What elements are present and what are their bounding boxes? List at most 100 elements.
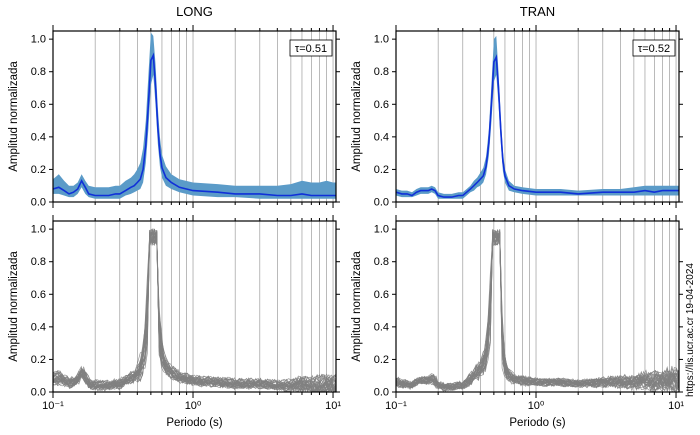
spectral-curve [53,228,336,386]
spectral-curve [53,229,336,387]
spectral-curve [53,231,336,391]
spectral-curve [396,229,679,389]
watermark-label: https://lis.ucr.ac.cr 19-04-2024 [685,263,696,397]
spectral-curve [396,233,679,389]
panel-tran-mean: 0.0 0.2 0.4 0.6 0.8 1.0 TRAN Amplitud normaliza… [351,4,683,209]
y-axis-label: Amplitud normalizada [8,61,20,172]
spectral-curve [53,233,336,386]
spectral-curve [396,235,679,387]
mean-line [396,54,679,198]
y-tick-label: 0.6 [374,289,389,301]
spectral-curve [53,230,336,392]
panel-tran-all: 0.0 0.2 0.4 0.6 0.8 1.0 10⁻¹ 10⁰ 10¹ Amplitud nor… [351,215,684,429]
spectral-curve [396,234,679,388]
spectral-curve [396,232,679,392]
spectral-curve [53,229,336,392]
y-tick-label: 0.6 [374,99,389,111]
spectral-curve [53,229,336,389]
spectral-curve [396,230,679,390]
spectral-curve [53,231,336,389]
spectral-curve [53,229,336,392]
spectral-curve [396,229,679,387]
spectral-curve [396,229,679,392]
spectral-curve [53,229,336,387]
y-axis-label: Amplitud normalizada [351,251,363,362]
x-tick-label: 10⁰ [528,400,545,412]
spectral-curve [53,229,336,386]
spectral-curve [396,229,679,392]
spectral-curve [396,232,679,387]
spectral-curve [53,230,336,390]
spectral-curve [396,234,679,391]
y-tick-label: 0.6 [31,289,46,301]
spectral-curve [53,232,336,387]
spectral-curve [53,232,336,392]
y-tick-label: 0.8 [31,256,46,268]
spectral-curve [396,229,679,390]
x-axis-label: Periodo (s) [509,417,565,429]
plot-area [396,35,679,199]
y-tick-label: 0.8 [374,66,389,78]
panel-long-mean: 0.0 0.2 0.4 0.6 0.8 1.0 LONG Amplitud normaliza… [8,4,340,209]
y-axis-label: Amplitud normalizada [351,61,363,172]
y-tick-label: 0.2 [374,354,389,366]
spectral-curve [396,236,679,392]
spectral-curve [396,232,679,391]
spectral-curve [53,232,336,392]
x-tick-label: 10¹ [668,400,684,412]
plot-area [53,228,336,392]
panel-frame [395,220,680,393]
panels: 0.0 0.2 0.4 0.6 0.8 1.0 LONG Amplitud normaliza… [8,4,684,429]
spectral-curve [396,230,679,388]
spectral-curve [396,229,679,391]
panel-frame [52,220,337,393]
x-tick-label: 10⁻¹ [42,400,64,412]
tau-annotation-text: τ=0.52 [638,43,670,55]
x-tick-label: 10¹ [325,400,341,412]
y-tick-label: 0.4 [31,131,46,143]
panel-title: LONG [176,4,213,19]
spectral-curve [53,231,336,392]
y-tick-label: 0.8 [374,256,389,268]
tau-annotation-text: τ=0.51 [295,43,327,55]
y-tick-label: 0.0 [374,197,389,209]
spectral-curve [53,231,336,392]
panel-long-all: 0.0 0.2 0.4 0.6 0.8 1.0 10⁻¹ 10⁰ 10¹ Amplitud nor… [8,215,341,429]
spectral-curve [53,232,336,392]
y-tick-label: 0.4 [31,321,46,333]
y-tick-label: 0.4 [374,321,389,333]
spectral-curve [396,229,679,389]
y-tick-label: 0.6 [31,99,46,111]
plot-area [396,228,679,392]
spectral-curve [53,230,336,386]
panel-title: TRAN [520,4,555,19]
mean-line [53,52,336,197]
y-tick-label: 0.0 [31,387,46,399]
spectral-curve [396,231,679,389]
spectral-curve [53,231,336,392]
y-tick-label: 1.0 [31,34,46,46]
y-axis-label: Amplitud normalizada [8,251,20,362]
spectral-curve [396,231,679,392]
spectral-curve [53,230,336,392]
spectral-curve [53,228,336,392]
panel-frame [52,30,337,203]
spectral-curve [53,230,336,392]
spectral-curve [396,231,679,392]
plot-area [53,32,336,199]
spectral-curve [396,232,679,389]
spectral-curve [53,232,336,392]
spectral-curve [396,233,679,389]
spectral-curve [53,230,336,392]
y-tick-label: 0.0 [374,387,389,399]
y-tick-label: 0.4 [374,131,389,143]
y-tick-label: 1.0 [374,34,389,46]
y-tick-label: 0.2 [31,164,46,176]
tau-annotation-box [289,39,333,57]
spectral-curve [396,233,679,388]
tau-annotation: τ=0.51 [289,39,333,57]
std-band [53,32,336,199]
x-tick-label: 10⁰ [185,400,202,412]
spectral-curve [396,230,679,392]
